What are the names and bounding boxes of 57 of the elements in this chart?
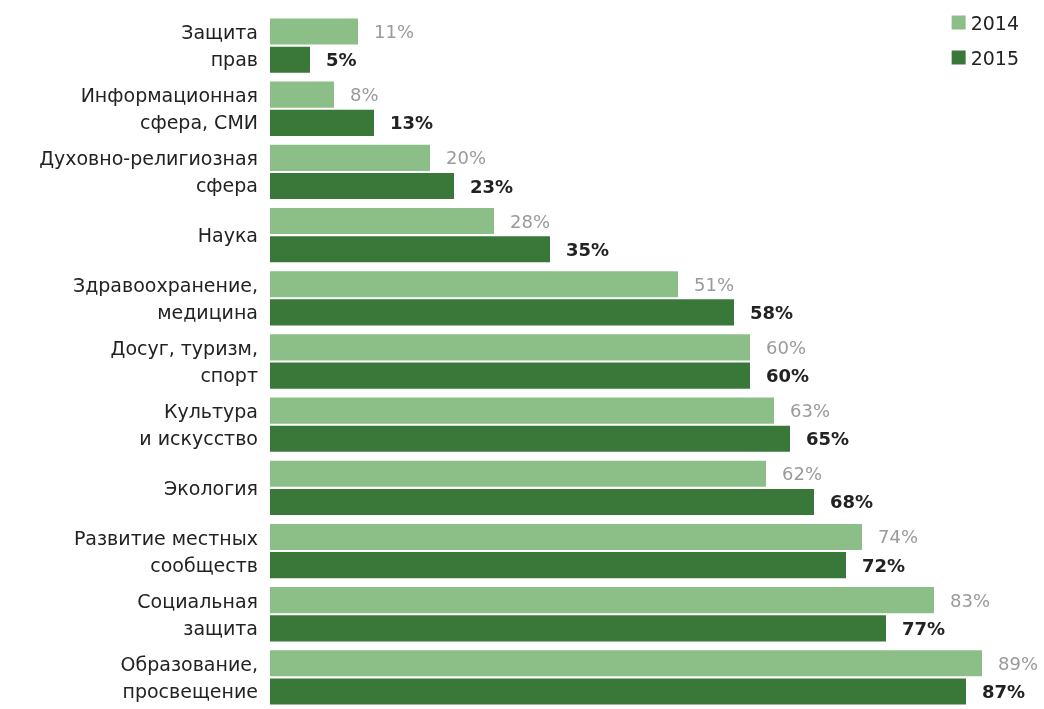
- bar: [270, 144, 430, 171]
- bar: [270, 615, 886, 642]
- y-tick-label: Духовно-религиозная сфера: [39, 147, 258, 197]
- data-label: 23%: [470, 175, 514, 197]
- data-label: 58%: [750, 301, 794, 323]
- bar: [270, 46, 310, 73]
- bar: [270, 362, 750, 389]
- y-tick-label: Информационная сфера, СМИ: [80, 84, 258, 134]
- bar: [270, 299, 734, 326]
- bar: [270, 81, 334, 108]
- data-label: 87%: [982, 681, 1026, 703]
- data-label: 5%: [326, 49, 357, 71]
- data-label: 89%: [998, 652, 1039, 674]
- y-tick-label: Защита прав: [181, 21, 258, 71]
- data-label: 63%: [790, 400, 831, 422]
- bar: [270, 678, 966, 705]
- bar: [270, 523, 862, 550]
- data-label: 35%: [566, 238, 610, 260]
- data-label: 8%: [350, 84, 379, 106]
- bar: [270, 207, 494, 235]
- y-tick-label: Досуг, туризм, спорт: [110, 337, 258, 386]
- bar: [270, 552, 846, 579]
- bar: [270, 650, 982, 677]
- data-label: 83%: [950, 589, 991, 611]
- data-label: 77%: [902, 617, 946, 639]
- data-label: 20%: [446, 147, 487, 169]
- data-label: 60%: [766, 365, 810, 387]
- data-label: 28%: [510, 210, 551, 232]
- bar: [270, 236, 550, 263]
- y-tick-label: Образование, просвещение: [120, 652, 258, 702]
- bar: [270, 425, 790, 452]
- bar: [270, 173, 454, 200]
- data-label: 11%: [374, 20, 415, 42]
- bar: [270, 488, 814, 516]
- y-tick-label: Культура и искусство: [139, 400, 258, 450]
- data-label: 72%: [862, 554, 906, 576]
- data-label: 62%: [782, 463, 823, 485]
- y-tick-label: Социальная защита: [137, 589, 258, 639]
- data-label: 51%: [694, 273, 735, 295]
- y-tick-label: Здравоохранение, медицина: [72, 273, 258, 323]
- data-label: 68%: [830, 491, 874, 513]
- data-label: 74%: [878, 526, 919, 548]
- y-tick-label: Наука: [197, 224, 258, 247]
- data-label: 60%: [766, 336, 807, 358]
- data-label: 65%: [806, 428, 850, 450]
- bar: [270, 18, 358, 45]
- y-tick-label: Развитие местных сообществ: [73, 526, 258, 576]
- legend-label: 2014: [970, 11, 1020, 34]
- bar: [270, 271, 678, 298]
- legend-label: 2015: [970, 46, 1020, 69]
- bar: [270, 587, 934, 614]
- data-label: 13%: [390, 112, 434, 134]
- y-tick-label: Экология: [164, 476, 258, 499]
- bar: [270, 460, 766, 487]
- bar: [270, 334, 750, 361]
- bar: [270, 109, 374, 136]
- bar: [270, 397, 774, 424]
